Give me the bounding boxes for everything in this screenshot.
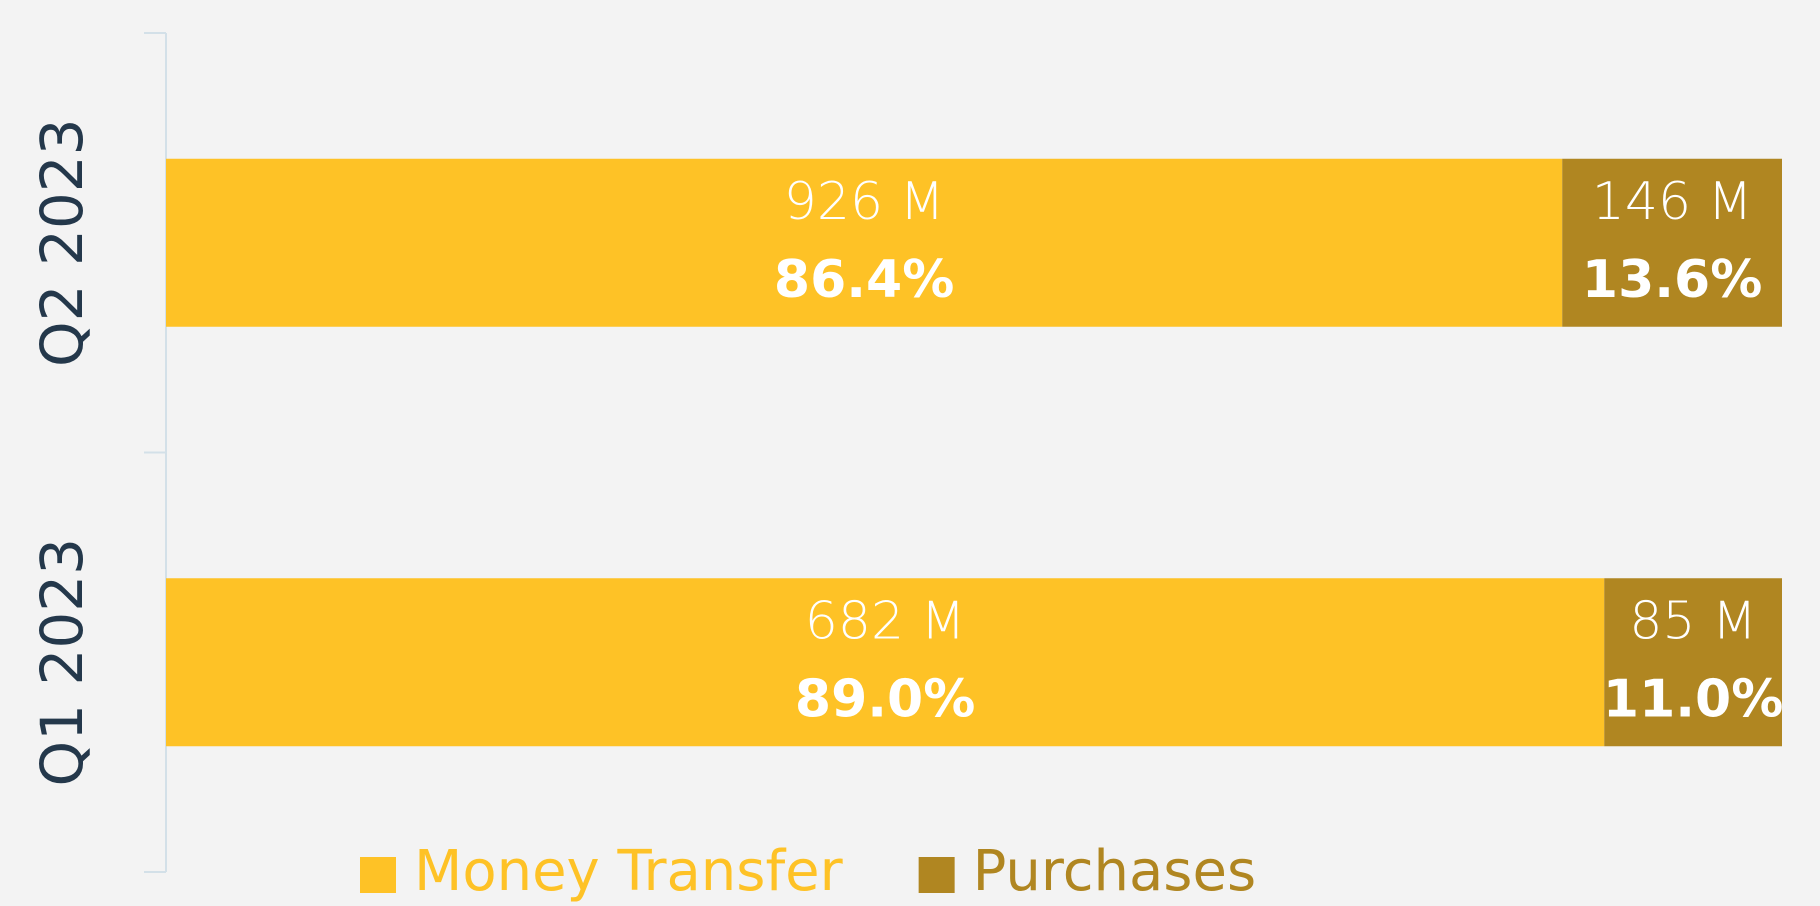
legend-label: Purchases: [973, 839, 1256, 904]
bar-segment: [1562, 158, 1782, 327]
bar-segment: [166, 158, 1563, 327]
bar-segment: [166, 578, 1605, 747]
legend-swatch: [360, 857, 396, 893]
category-label: Q1 2023: [28, 538, 96, 787]
amount-label: 85 M: [1629, 591, 1757, 651]
amount-label: 926 M: [784, 172, 945, 232]
legend-label: Money Transfer: [414, 839, 844, 904]
percent-label: 13.6%: [1582, 250, 1762, 310]
percent-label: 86.4%: [774, 250, 954, 310]
percent-label: 11.0%: [1603, 669, 1783, 729]
amount-label: 146 M: [1592, 172, 1753, 232]
percent-label: 89.0%: [795, 669, 975, 729]
bar-segment: [1604, 578, 1782, 747]
legend-swatch: [918, 857, 955, 893]
amount-label: 682 M: [805, 591, 966, 651]
category-label: Q2 2023: [28, 118, 96, 367]
